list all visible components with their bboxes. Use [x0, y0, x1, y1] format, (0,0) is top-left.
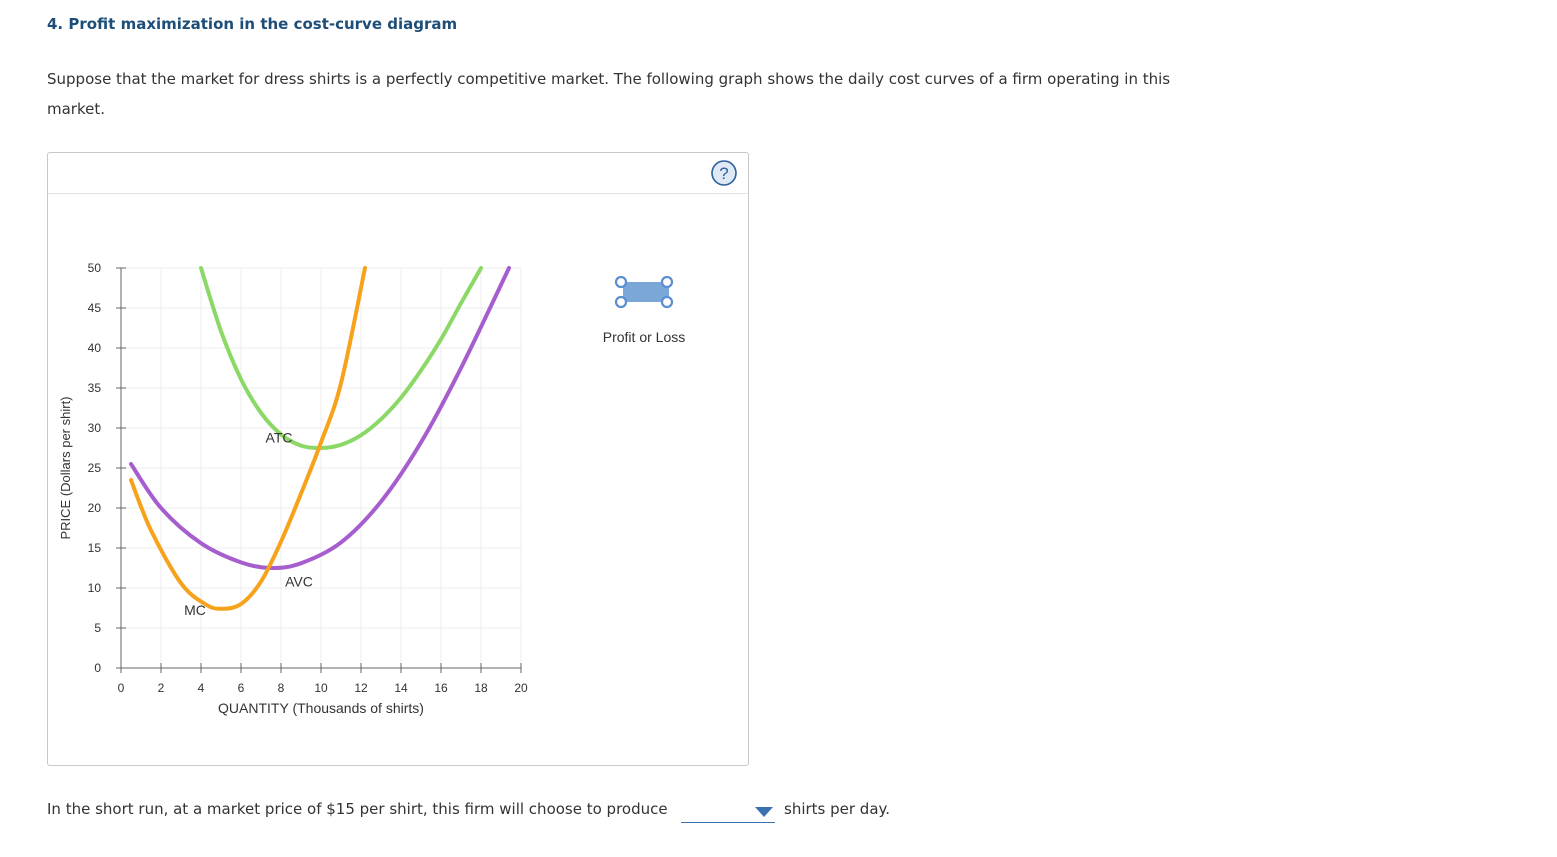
y-tick-label: 15 — [88, 541, 102, 555]
help-symbol: ? — [719, 164, 728, 183]
graph-panel: ? 0 2 4 6 8 10 12 14 16 18 20 0 5 10 15 20 25 30 35 40 45 50 … — [47, 152, 749, 766]
x-tick-label: 8 — [278, 681, 285, 695]
y-tick-label: 30 — [88, 421, 102, 435]
atc-curve — [199, 266, 483, 451]
profit-or-loss-tool[interactable]: Profit or Loss — [603, 275, 685, 345]
y-tick-label: 25 — [88, 461, 102, 475]
cost-curve-chart: 0 2 4 6 8 10 12 14 16 18 20 0 5 10 15 20 25 30 35 40 45 50 AT… — [58, 261, 685, 716]
tool-handle-top-left — [614, 275, 628, 289]
y-tick-label: 5 — [94, 621, 101, 635]
x-tick-label: 2 — [158, 681, 165, 695]
avc-curve — [129, 266, 511, 571]
help-button[interactable]: ? — [711, 160, 737, 186]
tool-handle-top-right — [660, 275, 674, 289]
question-intro: Suppose that the market for dress shirts… — [47, 70, 1171, 118]
avc-label: AVC — [285, 573, 313, 589]
y-tick-label: 45 — [88, 301, 102, 315]
mc-label: MC — [184, 602, 206, 618]
mc-curve — [129, 266, 367, 611]
curves: ATC AVC MC — [129, 266, 511, 618]
x-tick-label: 18 — [474, 681, 488, 695]
tool-handle-bottom-left — [614, 295, 628, 309]
y-tick-label: 50 — [88, 261, 102, 275]
x-tick-label: 6 — [238, 681, 245, 695]
y-tick-label: 40 — [88, 341, 102, 355]
question-prompt: In the short run, at a market price of $… — [47, 800, 668, 818]
y-tick-label: 20 — [88, 501, 102, 515]
x-tick-label: 16 — [434, 681, 448, 695]
x-tick-label: 14 — [394, 681, 408, 695]
x-tick-label: 20 — [514, 681, 528, 695]
x-tick-label: 10 — [314, 681, 328, 695]
question-title: 4. Profit maximization in the cost-curve… — [47, 15, 458, 33]
x-tick-label: 0 — [118, 681, 125, 695]
panel-header: ? — [48, 153, 748, 194]
x-tick-label: 4 — [198, 681, 205, 695]
axes: 0 2 4 6 8 10 12 14 16 18 20 0 5 10 15 20 25 30 35 40 45 50 — [88, 261, 528, 695]
grid — [121, 267, 522, 668]
y-tick-label: 35 — [88, 381, 102, 395]
y-tick-label: 0 — [94, 661, 101, 675]
y-tick-label: 10 — [88, 581, 102, 595]
quantity-dropdown[interactable] — [681, 801, 775, 823]
x-tick-label: 12 — [354, 681, 368, 695]
dropdown-arrow-icon — [755, 807, 773, 817]
y-axis-label: PRICE (Dollars per shirt) — [58, 396, 73, 539]
x-axis-label: QUANTITY (Thousands of shirts) — [218, 700, 424, 716]
question-suffix: shirts per day. — [784, 800, 891, 818]
tool-handle-bottom-right — [660, 295, 674, 309]
atc-label: ATC — [266, 429, 293, 445]
help-icon: ? — [711, 160, 737, 186]
profit-or-loss-label: Profit or Loss — [603, 329, 685, 345]
profit-loss-rect-icon — [623, 282, 669, 302]
